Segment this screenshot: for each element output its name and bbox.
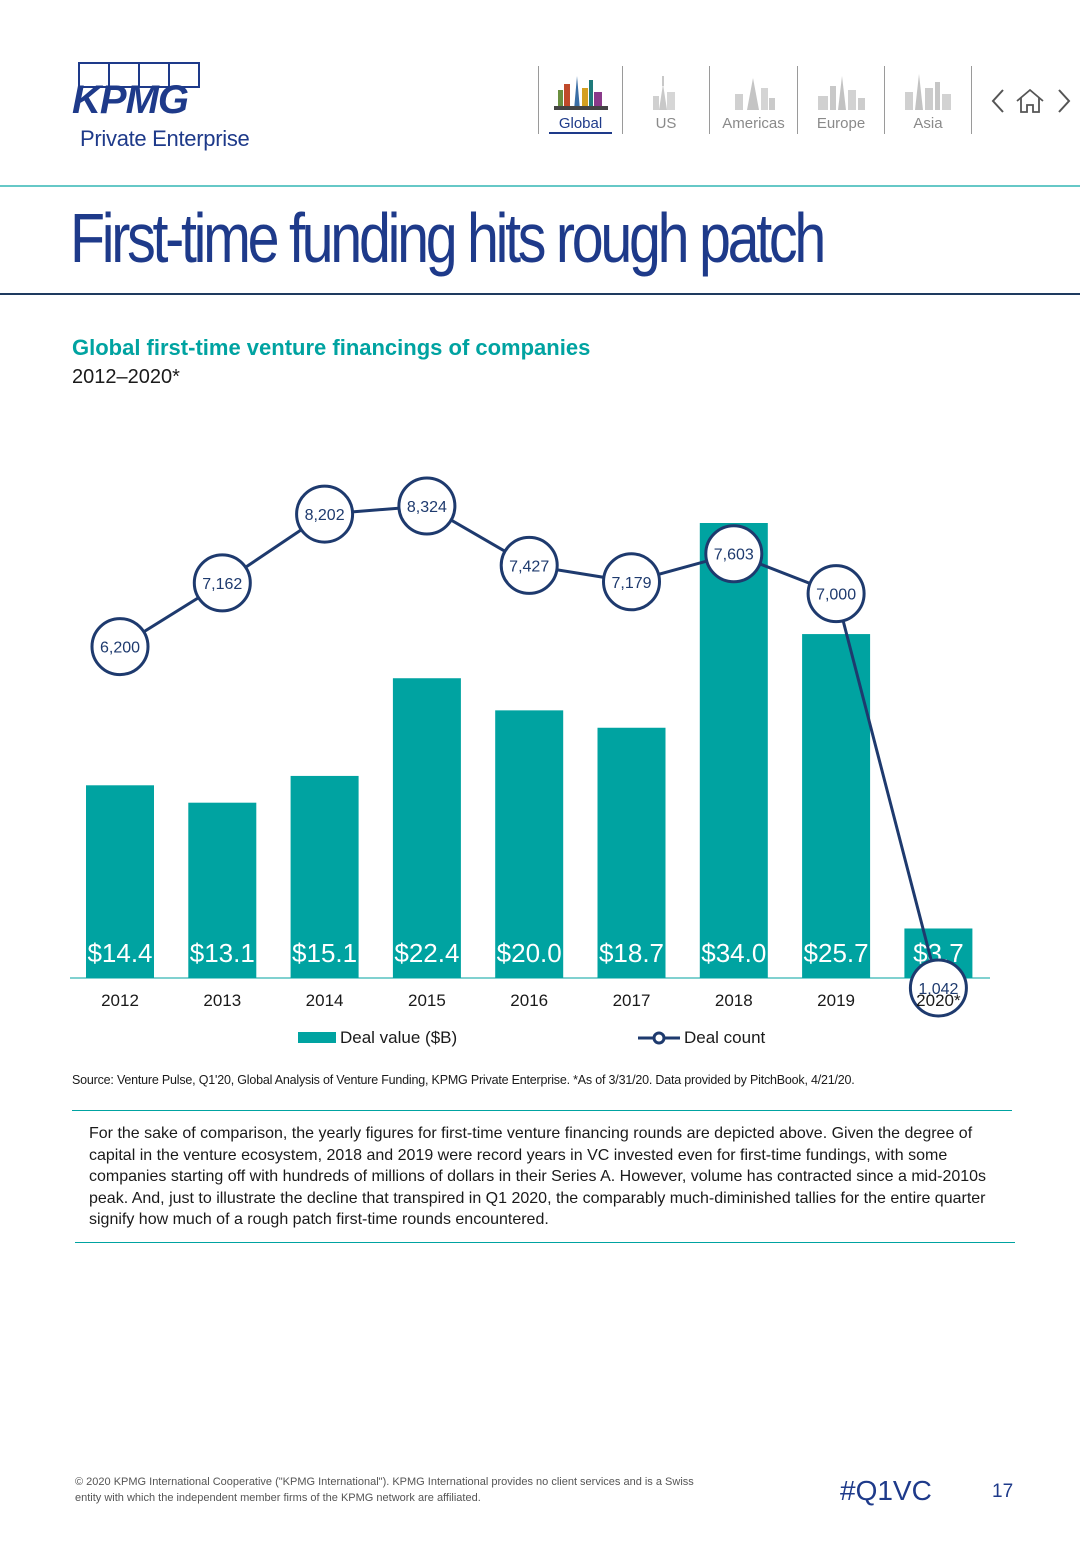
bar-value-label: $20.0 — [497, 938, 562, 968]
us-skyline-icon — [653, 76, 675, 110]
deal-count-marker — [908, 958, 968, 1018]
nav-europe-label: Europe — [816, 115, 866, 132]
bar-value-label: $14.4 — [87, 938, 152, 968]
chart-legend: Deal value ($B) Deal count — [298, 1028, 766, 1047]
deal-count-marker — [602, 552, 661, 612]
bar-value-label: $15.1 — [292, 938, 357, 968]
x-tick-label: 2014 — [306, 991, 344, 1010]
body-divider-top — [72, 1110, 1012, 1111]
deal-value-bar — [392, 678, 461, 978]
bar-value-label: $13.1 — [190, 938, 255, 968]
bar-value-label: $18.7 — [599, 938, 664, 968]
deal-count-marker — [704, 524, 764, 584]
nav-global-label: Global — [558, 115, 603, 132]
x-tick-label: 2019 — [817, 991, 855, 1010]
deal-count-marker — [295, 484, 355, 544]
deal-count-label: 8,324 — [407, 499, 447, 516]
chevron-left-icon[interactable] — [986, 86, 1012, 116]
nav-asia-label: Asia — [913, 115, 943, 132]
page-title: First-time funding hits rough patch — [70, 199, 826, 277]
deal-value-bar — [597, 727, 666, 978]
kpmg-logo[interactable]: KPMG Private Enterprise — [72, 62, 262, 162]
source-note: Source: Venture Pulse, Q1'20, Global Ana… — [72, 1073, 855, 1087]
nav-active-underline — [549, 132, 612, 134]
deal-value-bar — [290, 775, 359, 978]
body-paragraph: For the sake of comparison, the yearly f… — [89, 1125, 987, 1229]
global-skyline-icon — [553, 76, 608, 110]
nav-asia[interactable]: Asia — [885, 66, 972, 134]
legend-bar-swatch — [298, 1032, 336, 1043]
logo-boxes — [78, 62, 200, 88]
x-tick-label: 2020* — [916, 991, 961, 1010]
line-series: 6,200 7,162 8,202 8,324 7,427 7,179 7,603 7,000… — [90, 476, 968, 1018]
deal-count-label: 7,603 — [714, 547, 754, 564]
legend-deal-value: Deal value ($B) — [340, 1028, 457, 1047]
x-tick-label: 2012 — [101, 991, 139, 1010]
x-tick-label: 2013 — [203, 991, 241, 1010]
chart-subtitle: 2012–2020* — [72, 366, 180, 388]
deal-count-marker — [192, 553, 252, 613]
deal-value-bar — [495, 710, 564, 978]
legend-line-marker — [652, 1031, 666, 1045]
deal-count-marker — [90, 617, 150, 677]
deal-value-bar — [86, 785, 154, 978]
deal-count-marker — [397, 476, 457, 536]
x-tick-labels: 2012 2013 2014 2015 2016 2017 2018 2019 2020* — [101, 991, 961, 1010]
body-divider-bottom — [75, 1242, 1015, 1243]
deal-value-bar — [699, 523, 768, 978]
deal-count-label: 1,042 — [918, 981, 958, 998]
nav-global[interactable]: Global — [539, 66, 623, 134]
logo-wordmark: KPMG — [72, 78, 189, 122]
footer-hashtag: #Q1VC — [840, 1475, 932, 1506]
x-tick-label: 2015 — [408, 991, 446, 1010]
europe-skyline-icon — [818, 76, 865, 110]
deal-count-label: 7,427 — [509, 558, 549, 575]
x-tick-label: 2018 — [715, 991, 753, 1010]
deal-count-marker — [499, 535, 559, 595]
region-nav: Global US Americas Europe Asia — [538, 66, 972, 134]
home-icon[interactable] — [1014, 86, 1046, 116]
chart-title: Global first-time venture financings of … — [72, 335, 591, 360]
x-tick-label: 2017 — [613, 991, 651, 1010]
nav-americas[interactable]: Americas — [710, 66, 798, 134]
deal-count-marker — [806, 564, 866, 624]
deal-count-label: 7,179 — [611, 575, 651, 592]
nav-americas-label: Americas — [722, 115, 785, 132]
deal-count-label: 6,200 — [100, 640, 140, 657]
footer-copyright: © 2020 KPMG International Cooperative ("… — [75, 1476, 694, 1504]
logo-subtitle: Private Enterprise — [80, 126, 250, 151]
header-divider — [0, 185, 1080, 187]
bar-value-label: $22.4 — [394, 938, 459, 968]
americas-skyline-icon — [734, 78, 775, 110]
nav-us[interactable]: US — [623, 66, 710, 134]
asia-skyline-icon — [905, 74, 951, 110]
x-tick-label: 2016 — [510, 991, 548, 1010]
bar-value-label: $25.7 — [804, 938, 869, 968]
deal-count-label: 8,202 — [305, 507, 345, 524]
deal-count-label: 7,162 — [202, 576, 242, 593]
deal-chart: $14.4 $13.1 $15.1 $22.4 $20.0 $18.7 $34.0 $25.7… — [70, 476, 990, 1047]
chevron-right-icon[interactable] — [1050, 86, 1076, 116]
deal-value-bar — [802, 634, 871, 978]
legend-deal-count: Deal count — [684, 1028, 766, 1047]
bar-value-label: $34.0 — [701, 938, 766, 968]
deal-value-bar — [188, 802, 257, 978]
deal-count-label: 7,000 — [816, 587, 856, 604]
page-number: 17 — [992, 1481, 1014, 1502]
title-divider — [0, 293, 1080, 295]
bar-series: $14.4 $13.1 $15.1 $22.4 $20.0 $18.7 $34.0 $25.7… — [86, 523, 973, 978]
nav-europe[interactable]: Europe — [798, 66, 885, 134]
nav-us-label: US — [655, 115, 677, 132]
